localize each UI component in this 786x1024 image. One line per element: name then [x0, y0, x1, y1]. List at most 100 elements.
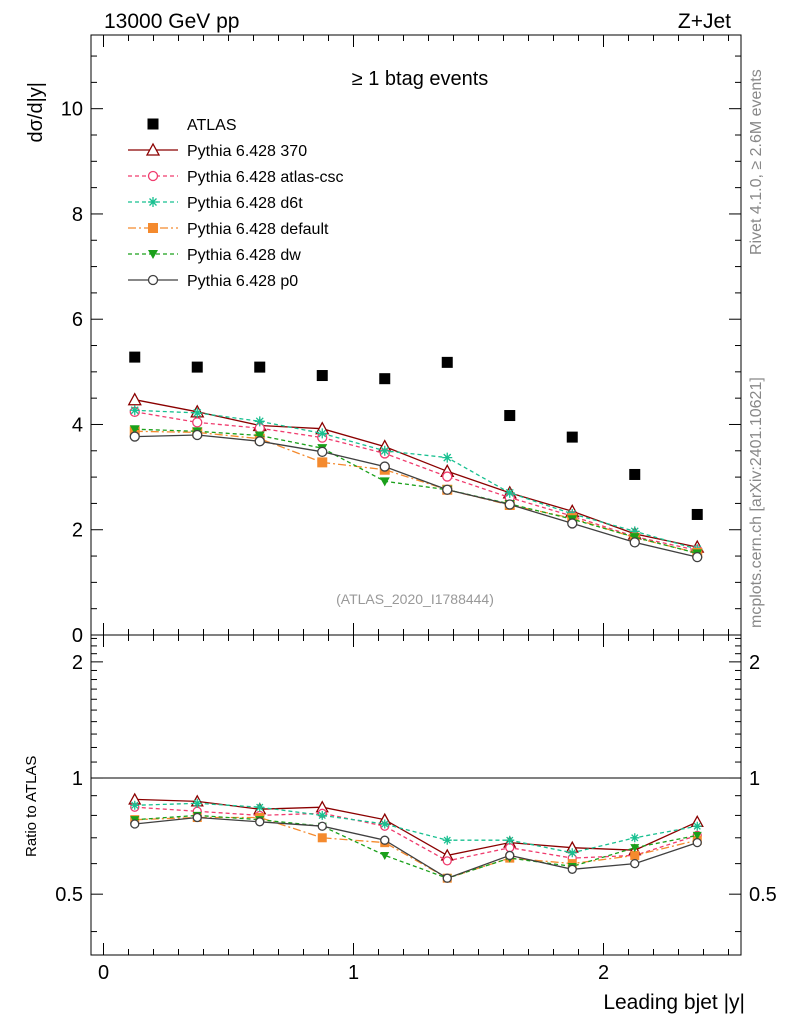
ratio-point [442, 873, 452, 883]
main-y-tick-label: 4 [72, 414, 83, 436]
ratio-y-tick-label: 2 [72, 652, 83, 674]
main-y-tick-label: 0 [72, 625, 83, 647]
ratio-point [630, 833, 640, 843]
data-point [442, 484, 453, 495]
ratio-y-tick-label: 1 [72, 768, 83, 790]
ratio-y-ticks: 0.5 0.5 1 1 2 2 [55, 637, 777, 933]
ratio-point [192, 812, 202, 823]
main-y-tick-label: 6 [72, 309, 83, 331]
legend-marker [147, 274, 159, 286]
ratio-series-pythia-6-428-default [130, 813, 702, 883]
analysis-label: (ATLAS_2020_I1788444) [336, 591, 494, 607]
energy-label: 13000 GeV pp [104, 10, 239, 33]
process-label: Z+Jet [678, 10, 731, 33]
data-point [129, 405, 140, 416]
data-point [192, 407, 203, 418]
series-line [134, 816, 698, 879]
data-point [254, 431, 265, 441]
main-series-pythia-6-428-p0 [129, 429, 703, 563]
legend-item: Pythia 6.428 p0 [128, 273, 298, 290]
data-point [254, 416, 265, 427]
series-line [134, 798, 698, 857]
ratio-point [505, 835, 515, 845]
data-point [629, 468, 641, 480]
main-y-axis-label: dσ/d|y| [25, 82, 47, 143]
ratio-series-group [128, 792, 704, 883]
legend-label: Pythia 6.428 p0 [187, 273, 298, 290]
data-point [379, 445, 390, 456]
ratio-x-ticks: 0 1 2 [98, 635, 729, 984]
main-series-pythia-6-428-dw [129, 425, 703, 559]
ratio-point [692, 831, 702, 840]
ratio-y-tick-label-right: 1 [749, 768, 760, 790]
data-point [504, 499, 515, 510]
legend-marker [147, 118, 159, 130]
ratio-point [630, 850, 640, 860]
ratio-series-pythia-6-428-atlas-csc [130, 802, 702, 866]
x-axis-label: Leading bjet |y| [603, 991, 745, 1014]
legend-item: Pythia 6.428 d6t [128, 195, 303, 212]
series-line [134, 814, 698, 879]
rivet-label: Rivet 4.1.0, ≥ 2.6M events [748, 69, 765, 255]
data-point [441, 356, 453, 368]
ratio-point [630, 858, 640, 869]
data-point [629, 537, 640, 548]
ratio-series-pythia-6-428-dw [130, 811, 702, 883]
data-point [129, 431, 140, 442]
data-point [442, 452, 453, 463]
data-point [442, 471, 453, 482]
legend-label: Pythia 6.428 370 [187, 143, 307, 160]
legend-marker [148, 197, 158, 207]
ratio-point [192, 798, 202, 808]
ratio-point [255, 817, 265, 827]
legend-item: Pythia 6.428 default [128, 221, 329, 238]
ratio-point [380, 851, 390, 860]
data-point [192, 429, 203, 441]
ratio-point [692, 837, 702, 848]
main-y-tick-label: 10 [61, 99, 83, 121]
main-y-tick-label: 2 [72, 520, 83, 542]
legend-item: ATLAS [147, 117, 237, 134]
series-line [134, 802, 698, 854]
ratio-panel: 0.5 0.5 1 1 2 2 0 1 2 Ratio to ATLAS Leading bj… [23, 634, 777, 1014]
main-title: ≥ 1 btag events [352, 68, 489, 90]
ratio-point [317, 821, 327, 831]
ratio-point [380, 819, 390, 829]
legend-label: Pythia 6.428 atlas-csc [187, 169, 344, 186]
data-point [254, 361, 266, 373]
ratio-series-pythia-6-428-p0 [130, 812, 702, 883]
main-y-tick-label: 8 [72, 204, 83, 226]
ratio-point [567, 848, 577, 858]
ratio-point [255, 802, 265, 812]
series-line [134, 806, 698, 862]
ratio-point [505, 843, 515, 853]
ratio-point [130, 800, 140, 810]
main-panel: 0 2 4 6 8 10 dσ/d|y| ≥ 1 btag events (ATLAS_2… [25, 34, 742, 647]
main-y-ticks: 0 2 4 6 8 10 [61, 55, 741, 647]
series-line [134, 430, 698, 554]
main-series-pythia-6-428-default [129, 426, 703, 558]
data-point [692, 551, 703, 563]
legend-label: Pythia 6.428 dw [187, 247, 301, 264]
x-tick-label: 1 [348, 962, 359, 984]
data-point [379, 373, 391, 385]
ratio-point [380, 835, 390, 845]
legend-label: ATLAS [187, 117, 237, 134]
ratio-point [442, 856, 452, 866]
ratio-y-tick-label: 0.5 [55, 884, 83, 906]
data-point [317, 446, 328, 457]
data-point [191, 361, 203, 373]
ratio-y-axis-label: Ratio to ATLAS [23, 756, 40, 857]
legend-item: Pythia 6.428 370 [128, 142, 307, 160]
data-point [127, 392, 142, 406]
data-point [691, 508, 703, 520]
ratio-point [505, 850, 515, 861]
legend-marker [145, 142, 161, 156]
series-line [134, 411, 698, 551]
main-x-ticks [103, 35, 729, 635]
ratio-point [567, 864, 577, 874]
data-point [317, 428, 328, 439]
ratio-y-tick-label-right: 0.5 [749, 884, 777, 906]
main-series-atlas [129, 351, 703, 520]
